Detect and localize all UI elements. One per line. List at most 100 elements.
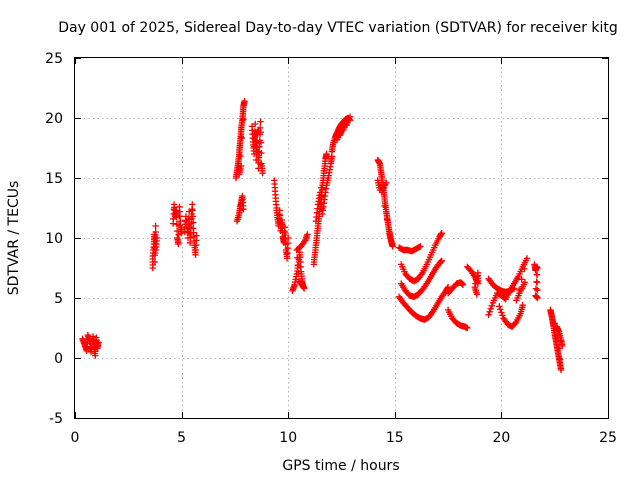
data-point (257, 118, 264, 125)
series-s07 (248, 118, 266, 177)
series-s19 (464, 263, 482, 298)
x-axis-label: GPS time / hours (282, 458, 399, 474)
x-tick-label: 20 (492, 430, 510, 446)
data-point (459, 281, 467, 288)
data-point (417, 243, 424, 250)
data-point (282, 229, 289, 237)
data-point (557, 366, 565, 374)
data-point (151, 249, 159, 257)
data-point (285, 234, 292, 242)
data-point (318, 184, 325, 191)
data-point (178, 230, 185, 237)
data-point (438, 257, 445, 264)
series-s18 (444, 306, 471, 332)
data-point (255, 152, 262, 159)
data-point (473, 291, 481, 298)
data-point (486, 308, 493, 315)
data-point (320, 167, 328, 174)
axis-ticks: 0 5 10 15 20 25 -5 0 5 10 15 20 25 (45, 51, 617, 446)
chart-title: Day 001 of 2025, Sidereal Day-to-day VTE… (58, 20, 618, 36)
y-tick-label: 0 (54, 351, 63, 367)
data-point (523, 255, 531, 262)
data-point (346, 113, 354, 120)
data-point (496, 303, 503, 310)
y-tick-label: -5 (49, 411, 63, 427)
series-s13 (395, 243, 424, 255)
data-point (534, 264, 541, 272)
data-point (473, 273, 481, 280)
y-tick-label: 20 (45, 111, 63, 127)
data-point (241, 98, 248, 105)
y-tick-label: 15 (45, 171, 63, 187)
data-point (295, 270, 302, 277)
data-point (252, 120, 259, 128)
data-point (384, 216, 391, 223)
data-point (389, 243, 396, 250)
data-point (556, 356, 564, 363)
data-point (518, 276, 525, 283)
data-point (553, 325, 560, 333)
series-s06 (232, 98, 248, 182)
data-point (532, 285, 540, 292)
data-point (240, 116, 247, 123)
data-point (189, 213, 196, 220)
series-s11 (328, 113, 354, 155)
data-point (238, 134, 245, 141)
data-point (152, 228, 159, 236)
data-point (294, 254, 301, 261)
data-point (485, 311, 492, 318)
series-s09 (289, 231, 311, 294)
data-point (559, 342, 566, 350)
data-point (499, 312, 506, 319)
data-point (294, 262, 301, 269)
series-s04 (181, 201, 200, 258)
data-point (317, 194, 324, 201)
data-point (497, 306, 504, 313)
data-points (79, 98, 566, 374)
data-point (257, 161, 264, 168)
data-point (173, 207, 180, 214)
series-s02 (149, 222, 161, 272)
y-tick-label: 5 (54, 291, 63, 307)
data-point (473, 276, 480, 284)
data-point (237, 152, 244, 160)
data-point (487, 305, 494, 312)
data-point (193, 232, 200, 239)
series-s21 (496, 302, 526, 330)
series-s14 (398, 230, 445, 285)
series-s17 (444, 279, 467, 297)
data-point (381, 202, 388, 210)
data-point (532, 292, 539, 299)
x-tick-label: 0 (71, 430, 80, 446)
data-point (152, 222, 159, 230)
series-s15 (398, 257, 445, 300)
data-point (498, 309, 505, 316)
data-point (533, 271, 541, 279)
y-tick-label: 25 (45, 51, 63, 67)
data-point (323, 150, 330, 158)
x-tick-label: 25 (599, 430, 617, 446)
data-point (521, 265, 528, 273)
data-point (386, 229, 394, 237)
data-point (189, 207, 196, 214)
x-tick-label: 5 (177, 430, 186, 446)
data-point (464, 324, 471, 332)
series-s08 (271, 177, 292, 262)
data-point (255, 126, 262, 134)
data-point (512, 320, 519, 327)
data-point (257, 139, 265, 146)
data-point (153, 234, 161, 242)
data-point (474, 269, 482, 276)
data-point (189, 219, 197, 226)
series-s22 (485, 255, 531, 318)
series-s10 (310, 150, 336, 268)
data-point (472, 280, 479, 287)
data-point (557, 337, 564, 344)
data-point (281, 224, 289, 231)
data-point (253, 143, 260, 151)
data-point (95, 339, 102, 346)
data-point (151, 258, 159, 266)
series-s23 (531, 261, 541, 302)
plot-frame (74, 57, 609, 419)
data-point (374, 177, 381, 184)
